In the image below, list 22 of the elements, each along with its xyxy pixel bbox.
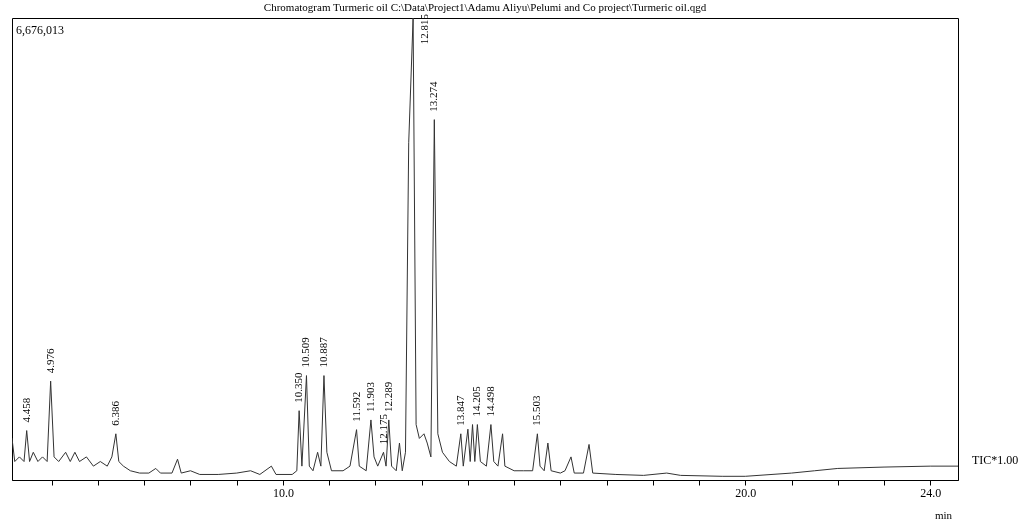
x-axis-title: min [934,509,953,521]
annotation: 6,676,013 [16,23,64,37]
x-tick-label: 10.0 [272,485,294,500]
text: TIC*1.00 [972,453,1019,467]
annotation: 10.509 [299,336,312,368]
x-tick-label: 24.0 [920,485,942,500]
x-tick-label: 20.0 [735,485,757,500]
annotation: 11.903 [363,381,376,412]
annotation: 14.498 [483,385,496,417]
annotation: 13.274 [427,80,440,112]
annotation: 12.289 [381,381,394,412]
annotation: 4.458 [19,397,32,423]
annotation: 4.976 [43,347,56,374]
annotation: 13.847 [453,395,466,426]
annotation: 12.175 [376,413,389,445]
annotation: 10.887 [316,336,329,368]
chart-title: Chromatogram Turmeric oil C:\Data\Project1\Adamu Aliyu\Pelumi and Co project\Turmeric oil.qgd [263,1,707,13]
annotation: 15.503 [530,395,543,426]
annotation: 11.592 [349,391,362,422]
annotation: 6.386 [108,400,121,426]
annotation: 10.350 [292,371,305,403]
annotation: 14.205 [470,385,483,417]
